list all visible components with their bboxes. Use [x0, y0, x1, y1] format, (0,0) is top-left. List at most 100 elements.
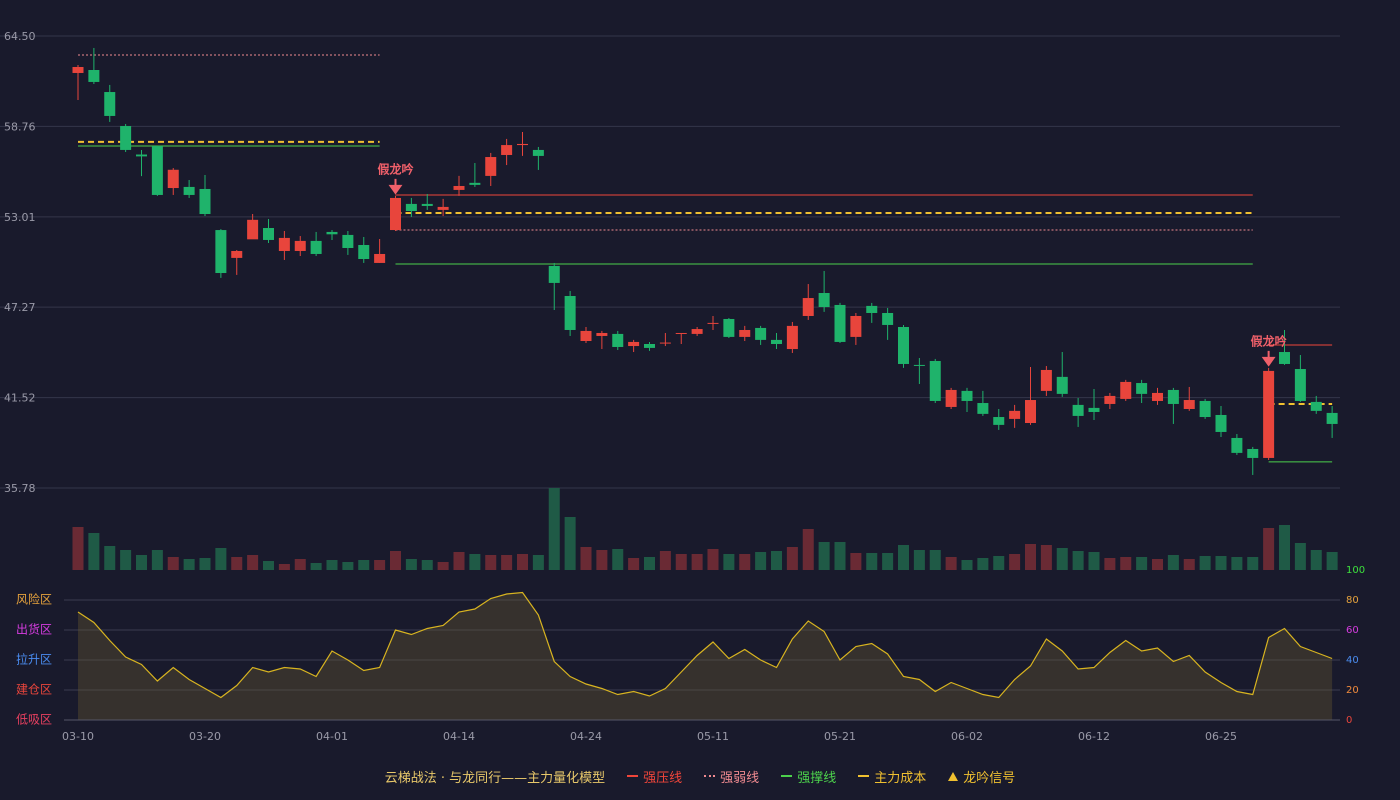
- legend-label: 龙吟信号: [963, 770, 1016, 786]
- volume-bar: [104, 546, 116, 570]
- legend-swatch: [948, 771, 959, 781]
- zone-label: 低吸区: [16, 713, 52, 727]
- candle-body: [945, 389, 957, 407]
- legend-swatch: [858, 775, 870, 777]
- y-tick-label: 0: [1346, 715, 1352, 726]
- x-tick-label: 06-12: [1078, 730, 1110, 743]
- volume-bar: [1152, 559, 1163, 570]
- volume-bar: [310, 563, 322, 570]
- candle-body: [898, 326, 909, 364]
- candle-body: [1088, 407, 1100, 412]
- candle-body: [183, 186, 195, 195]
- volume-bar: [1056, 548, 1068, 570]
- candle-body: [707, 322, 719, 324]
- volume-bar: [247, 555, 259, 570]
- candle-body: [342, 234, 354, 248]
- candle-body: [326, 231, 338, 235]
- volume-bar: [929, 550, 941, 570]
- volume-bar: [882, 553, 894, 570]
- volume-bar: [501, 555, 513, 570]
- y-tick-label: 53.01: [4, 211, 36, 224]
- volume-bar: [1294, 543, 1306, 570]
- candle-body: [390, 197, 401, 231]
- candle-body: [72, 67, 84, 73]
- x-tick-label: 06-25: [1205, 730, 1237, 743]
- candle-body: [1215, 414, 1227, 432]
- candle-body: [913, 364, 925, 366]
- candle-body: [151, 146, 163, 195]
- volume-bar: [532, 555, 544, 570]
- volume-bar: [898, 545, 909, 570]
- y-tick-label: 58.76: [4, 120, 36, 133]
- candle-body: [1199, 400, 1211, 418]
- candle-body: [1056, 376, 1068, 394]
- legend: 云梯战法 · 与龙同行——主力量化模型 强压线 强弱线 强撑线 主力成本 龙吟信号: [0, 766, 1400, 786]
- candle-body: [405, 203, 417, 212]
- candle-body: [501, 145, 513, 155]
- volume-bar: [834, 542, 846, 570]
- volume-bar: [485, 555, 497, 570]
- candle-body: [755, 327, 767, 340]
- candle-body: [532, 149, 544, 156]
- volume-bar: [866, 553, 878, 570]
- y-tick-label: 47.27: [4, 301, 36, 314]
- candle-body: [723, 318, 735, 337]
- candle-body: [1294, 369, 1306, 401]
- volume-bar: [342, 562, 354, 570]
- x-tick-label: 04-24: [570, 730, 602, 743]
- x-tick-label: 04-01: [316, 730, 348, 743]
- volume-bar: [977, 558, 989, 570]
- volume-bar: [1040, 545, 1052, 570]
- legend-item: 强压线: [627, 767, 682, 786]
- legend-item: 强弱线: [704, 767, 759, 786]
- y-tick-label: 64.50: [4, 30, 36, 43]
- candle-body: [374, 253, 386, 263]
- volume-bar: [707, 549, 719, 570]
- volume-bar: [72, 527, 84, 570]
- volume-bar: [167, 557, 179, 570]
- volume-bar: [1104, 558, 1116, 570]
- volume-bar: [1231, 557, 1243, 570]
- candle-body: [1183, 400, 1195, 409]
- y-tick-label: 80: [1346, 595, 1359, 606]
- candle-body: [437, 206, 449, 210]
- candle-body: [564, 295, 576, 330]
- volume-bar: [263, 561, 274, 570]
- y-tick-label: 40: [1346, 655, 1359, 666]
- candle-body: [278, 237, 290, 251]
- volume-bar: [1009, 554, 1021, 570]
- candle-body: [612, 333, 624, 347]
- candle-body: [263, 228, 274, 240]
- oscillator-area: [78, 592, 1333, 720]
- volume-bar: [1279, 525, 1290, 570]
- volume-bar: [628, 558, 640, 570]
- legend-label: 强弱线: [720, 770, 760, 786]
- zone-label: 风险区: [16, 592, 52, 607]
- y-tick-label: 60: [1346, 625, 1359, 636]
- x-tick-label: 05-21: [824, 730, 856, 743]
- volume-bar: [453, 552, 465, 570]
- volume-bar: [390, 551, 401, 570]
- candle-body: [247, 219, 259, 240]
- y-tick-label: 20: [1346, 685, 1359, 696]
- candle-body: [1263, 370, 1275, 458]
- volume-bar: [215, 548, 227, 570]
- volume-bar: [183, 559, 195, 570]
- volume-bar: [517, 554, 528, 570]
- candle-body: [310, 240, 322, 254]
- oscillator-line: [77, 591, 1333, 699]
- candle-body: [1167, 389, 1179, 404]
- volume-bar: [199, 558, 211, 570]
- volume-bar: [644, 557, 655, 570]
- volume-bar: [421, 560, 433, 570]
- legend-label: 主力成本: [874, 770, 927, 786]
- candle-body: [104, 92, 116, 116]
- volume-bar: [231, 557, 243, 570]
- candle-body: [358, 245, 370, 260]
- candle-body: [977, 403, 989, 414]
- candle-body: [691, 329, 703, 334]
- volume-bar: [1183, 559, 1195, 570]
- candle-body: [866, 305, 878, 313]
- volume-bar: [1072, 551, 1084, 570]
